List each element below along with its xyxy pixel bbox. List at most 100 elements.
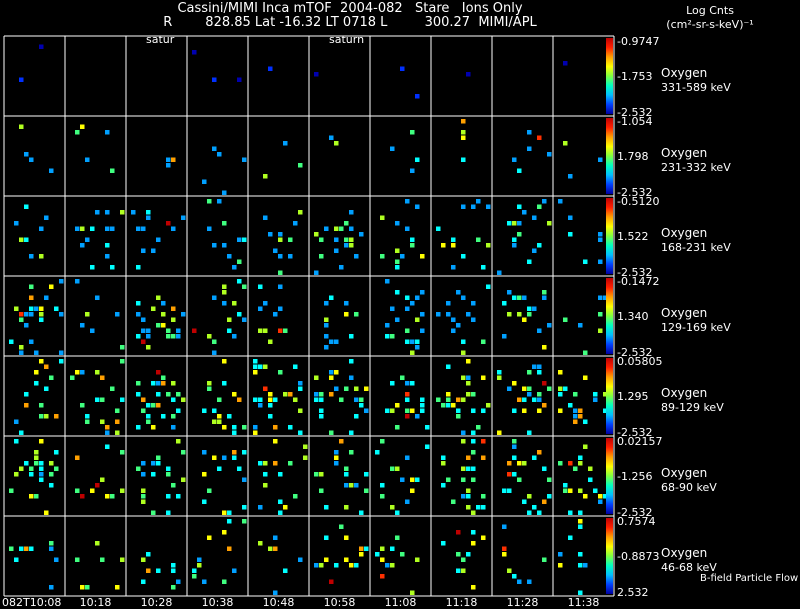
heatmap-cell <box>461 477 466 482</box>
heatmap-cell <box>324 226 329 231</box>
heatmap-cell <box>344 535 349 540</box>
heatmap-cell <box>207 386 212 391</box>
heatmap-cell <box>227 519 232 524</box>
plot-title-line1: Cassini/MIMI Inca mTOF 2004-082 Stare Io… <box>177 1 523 16</box>
overlay-label: satur <box>146 33 175 46</box>
heatmap-cell <box>461 557 466 562</box>
heatmap-cell <box>547 323 552 328</box>
heatmap-cell <box>324 557 329 562</box>
heatmap-cell <box>410 488 415 493</box>
heatmap-cell <box>558 408 563 413</box>
heatmap-cell <box>268 546 273 551</box>
heatmap-cell <box>227 317 232 322</box>
heatmap-cell <box>344 466 349 471</box>
heatmap-cell <box>466 359 471 364</box>
heatmap-cell <box>54 306 59 311</box>
heatmap-cell <box>466 392 471 397</box>
heatmap-cell <box>415 204 420 209</box>
heatmap-cell <box>253 425 258 430</box>
heatmap-cell <box>105 254 110 259</box>
heatmap-cell <box>39 403 44 408</box>
heatmap-cell <box>497 375 502 380</box>
heatmap-cell <box>446 364 451 369</box>
scale-max-label: -0.5120 <box>617 195 659 208</box>
heatmap-cell <box>537 328 542 333</box>
heatmap-cell <box>14 419 19 424</box>
heatmap-cell <box>136 381 141 386</box>
heatmap-cell <box>497 370 502 375</box>
heatmap-cell <box>547 494 552 499</box>
heatmap-cell <box>568 215 573 220</box>
energy-label: 129-169 keV <box>661 321 731 334</box>
energy-label: 168-231 keV <box>661 241 731 254</box>
heatmap-cell <box>471 510 476 515</box>
heatmap-cell <box>242 157 247 162</box>
heatmap-cell <box>400 254 405 259</box>
heatmap-cell <box>232 450 237 455</box>
heatmap-cell <box>217 152 222 157</box>
heatmap-cell <box>481 265 486 270</box>
heatmap-cell <box>568 232 573 237</box>
heatmap-cell <box>9 339 14 344</box>
heatmap-cell <box>115 585 120 590</box>
species-label: Oxygen <box>661 226 707 240</box>
heatmap-cell <box>390 381 395 386</box>
heatmap-cell <box>146 414 151 419</box>
heatmap-cell <box>217 466 222 471</box>
species-label: Oxygen <box>661 306 707 320</box>
heatmap-cell <box>415 157 420 162</box>
heatmap-cell <box>217 397 222 402</box>
heatmap-cell <box>507 221 512 226</box>
heatmap-cell <box>202 179 207 184</box>
heatmap-cell <box>24 323 29 328</box>
heatmap-cell <box>405 306 410 311</box>
heatmap-cell <box>14 221 19 226</box>
heatmap-cell <box>80 323 85 328</box>
heatmap-cell <box>166 163 171 168</box>
heatmap-cell <box>461 466 466 471</box>
heatmap-cell <box>298 408 303 413</box>
heatmap-cell <box>512 444 517 449</box>
heatmap-cell <box>212 419 217 424</box>
heatmap-cell <box>532 248 537 253</box>
heatmap-cell <box>278 237 283 242</box>
heatmap-cell <box>222 284 227 289</box>
heatmap-cell <box>80 494 85 499</box>
heatmap-cell <box>105 425 110 430</box>
heatmap-cell <box>461 339 466 344</box>
heatmap-cell <box>80 226 85 231</box>
heatmap-cell <box>334 455 339 460</box>
heatmap-cell <box>166 494 171 499</box>
heatmap-cell <box>207 226 212 231</box>
heatmap-cell <box>171 568 176 573</box>
heatmap-cell <box>141 461 146 466</box>
heatmap-cell <box>222 455 227 460</box>
heatmap-cell <box>471 477 476 482</box>
heatmap-cell <box>268 232 273 237</box>
scale-min-label: -2.532 <box>617 266 652 279</box>
heatmap-cell <box>349 483 354 488</box>
heatmap-cell <box>49 284 54 289</box>
heatmap-cell <box>314 270 319 275</box>
heatmap-cell <box>339 397 344 402</box>
heatmap-cell <box>232 301 237 306</box>
heatmap-cell <box>232 430 237 435</box>
heatmap-cell <box>44 295 49 300</box>
heatmap-cell <box>517 221 522 226</box>
heatmap-cell <box>471 439 476 444</box>
heatmap-cell <box>19 312 24 317</box>
time-label: 11:18 <box>446 596 478 609</box>
heatmap-cell <box>19 350 24 355</box>
heatmap-cell <box>410 237 415 242</box>
heatmap-cell <box>395 510 400 515</box>
plot-title-line2: R 828.85 Lat -16.32 LT 0718 L 300.27 MIM… <box>163 15 537 30</box>
heatmap-cell <box>547 221 552 226</box>
heatmap-cell <box>563 61 568 66</box>
heatmap-cell <box>166 157 171 162</box>
heatmap-cell <box>537 243 542 248</box>
heatmap-cell <box>176 392 181 397</box>
heatmap-cell <box>563 488 568 493</box>
color-bar <box>606 438 613 514</box>
heatmap-cell <box>49 483 54 488</box>
heatmap-cell <box>486 403 491 408</box>
